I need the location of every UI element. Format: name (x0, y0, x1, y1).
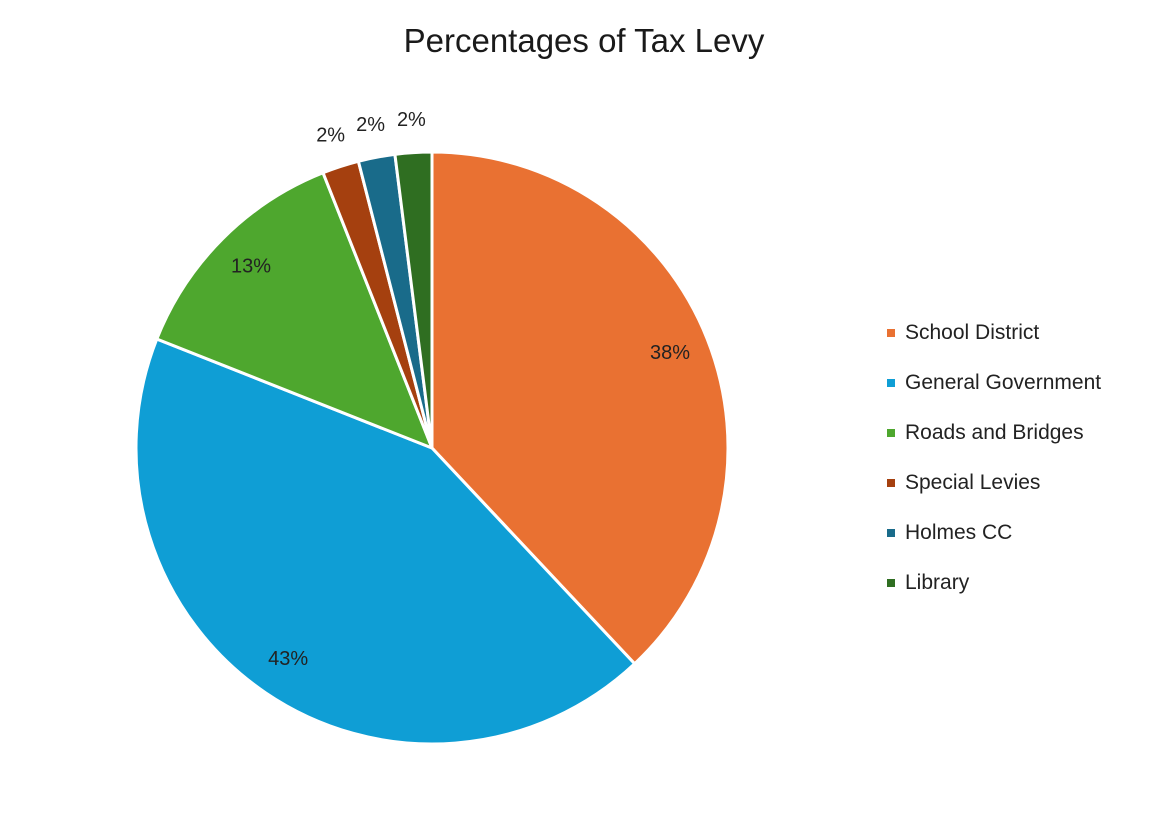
legend-swatch (887, 429, 895, 437)
legend-swatch (887, 579, 895, 587)
legend-item: Roads and Bridges (887, 408, 1101, 458)
legend: School District General Government Roads a… (887, 308, 1101, 608)
legend-label: Roads and Bridges (905, 421, 1084, 444)
legend-item: Special Levies (887, 458, 1101, 508)
data-label: 2% (356, 114, 385, 136)
chart-title: Percentages of Tax Levy (403, 22, 765, 59)
data-label: 2% (316, 124, 345, 146)
data-label: 13% (231, 255, 271, 277)
data-label: 38% (650, 342, 690, 364)
pie-slice-library (393, 150, 434, 449)
legend-swatch (887, 379, 895, 387)
pie-slice-roads-and-bridges (154, 170, 435, 451)
data-label: 2% (397, 109, 426, 131)
legend-swatch (887, 479, 895, 487)
legend-swatch (887, 329, 895, 337)
legend-item: Library (887, 558, 1101, 608)
legend-item: School District (887, 308, 1101, 358)
pie-slice-school-district (430, 150, 730, 666)
pie-slice-general-government (134, 337, 637, 746)
legend-item: General Government (887, 358, 1101, 408)
legend-label: Special Levies (905, 471, 1041, 494)
legend-label: General Government (905, 371, 1102, 394)
legend-swatch (887, 529, 895, 537)
legend-item: Holmes CC (887, 508, 1101, 558)
data-label: 43% (268, 648, 308, 670)
legend-label: Library (905, 571, 970, 594)
legend-label: School District (905, 321, 1040, 344)
legend-label: Holmes CC (905, 521, 1013, 544)
